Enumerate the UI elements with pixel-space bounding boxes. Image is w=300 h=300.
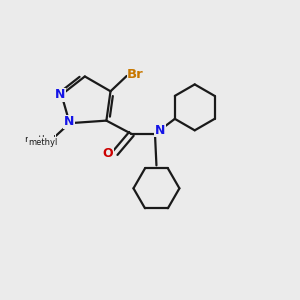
Text: Br: Br (127, 68, 144, 81)
Text: O: O (103, 146, 113, 160)
Text: N: N (64, 115, 74, 128)
Text: methyl: methyl (28, 138, 58, 147)
Text: N: N (155, 124, 166, 137)
Text: N: N (55, 88, 65, 101)
Text: methyl: methyl (24, 135, 56, 144)
